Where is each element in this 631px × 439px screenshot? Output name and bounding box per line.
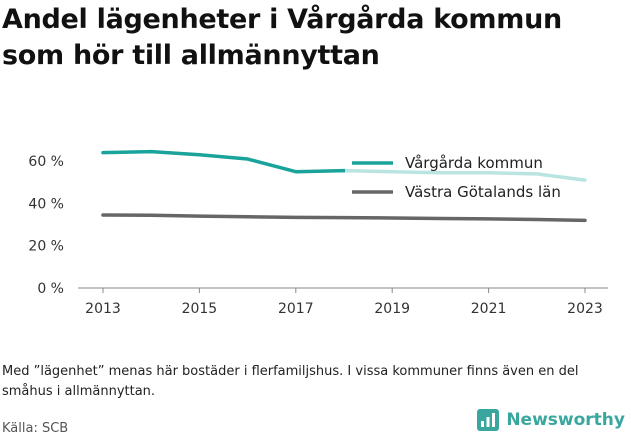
- brand-name: Newsworthy: [506, 410, 625, 430]
- y-tick-label: 20 %: [28, 239, 64, 255]
- x-axis: 2013 2015 2017 2019 2021 2023: [78, 287, 608, 317]
- y-axis: 0 % 20 % 40 % 60 %: [28, 154, 64, 297]
- chart-title: Andel lägenheter i Vårgårda kommun som h…: [2, 4, 562, 71]
- newsworthy-logo[interactable]: Newsworthy: [476, 408, 625, 432]
- chart-note: Med ”lägenhet” menas här bostäder i fler…: [2, 364, 579, 399]
- y-tick-label: 60 %: [28, 154, 64, 170]
- source-label: Källa: SCB: [2, 421, 69, 436]
- x-tick-label: 2023: [567, 301, 603, 317]
- x-tick-label: 2013: [85, 301, 121, 317]
- x-tick-label: 2017: [278, 301, 314, 317]
- y-tick-label: 0 %: [37, 281, 64, 297]
- x-tick-label: 2015: [182, 301, 218, 317]
- legend-background: [345, 150, 593, 206]
- legend: Vårgårda kommun Västra Götalands län: [345, 150, 593, 206]
- x-tick-label: 2019: [374, 301, 410, 317]
- line-chart: 2013 2015 2017 2019 2021 2023 0 % 20 % 40 % 60 %…: [28, 149, 608, 317]
- series-line: [101, 213, 587, 223]
- series-1: [101, 213, 587, 223]
- legend-label: Vårgårda kommun: [405, 154, 543, 172]
- bar-chart-logo-icon: [477, 409, 500, 431]
- x-tick-label: 2021: [471, 301, 507, 317]
- y-tick-label: 40 %: [28, 196, 64, 212]
- legend-label: Västra Götalands län: [405, 183, 561, 201]
